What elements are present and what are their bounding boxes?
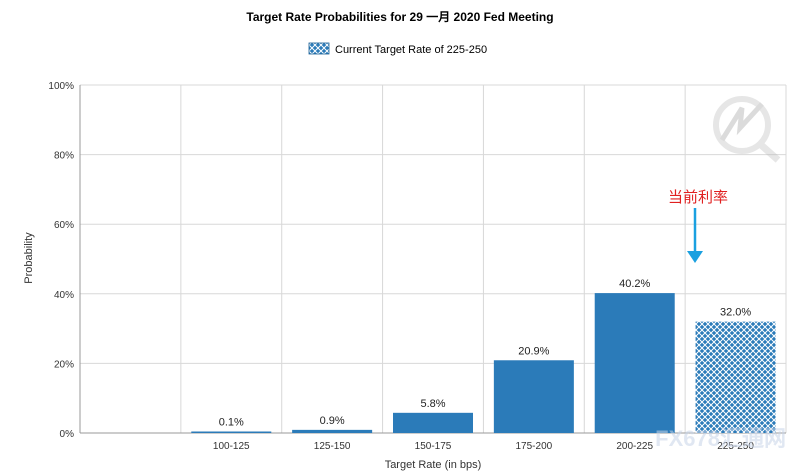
y-tick-label: 0% bbox=[60, 429, 75, 440]
x-tick-label-100-125: 100-125 bbox=[213, 441, 250, 452]
y-tick-label: 40% bbox=[54, 290, 74, 301]
data-label-200-225: 40.2% bbox=[619, 278, 650, 290]
y-ticks: 0% 20% 40% 60% 80% 100% bbox=[48, 81, 74, 440]
watermark-logo bbox=[713, 96, 781, 163]
data-labels: 0.1% 0.9% 5.8% 20.9% 40.2% 32.0% bbox=[219, 278, 752, 428]
bar-150-175 bbox=[393, 412, 473, 433]
grid bbox=[79, 84, 787, 434]
data-label-150-175: 5.8% bbox=[420, 398, 445, 410]
bar-100-125 bbox=[191, 431, 272, 433]
data-label-100-125: 0.1% bbox=[219, 417, 244, 429]
x-tick-label-125-150: 125-150 bbox=[314, 441, 351, 452]
x-tick-label-150-175: 150-175 bbox=[415, 441, 452, 452]
bar-200-225 bbox=[594, 293, 675, 433]
data-label-125-150: 0.9% bbox=[320, 415, 345, 427]
y-tick-label: 60% bbox=[54, 220, 74, 231]
x-tick-label-175-200: 175-200 bbox=[516, 441, 553, 452]
bar-225-250 bbox=[695, 321, 776, 433]
data-label-225-250: 32.0% bbox=[720, 307, 751, 319]
bar-125-150 bbox=[292, 429, 373, 433]
x-tick-label-225-250: 225-250 bbox=[717, 441, 754, 452]
bars bbox=[191, 293, 776, 433]
y-tick-label: 100% bbox=[48, 81, 74, 92]
down-arrow-icon bbox=[687, 251, 703, 263]
current-rate-annotation: 当前利率 bbox=[668, 189, 728, 263]
y-axis-title: Probability bbox=[23, 232, 35, 284]
x-axis-title: Target Rate (in bps) bbox=[385, 459, 482, 471]
x-ticks: 100-125 125-150 150-175 175-200 200-225 225-2… bbox=[213, 441, 754, 452]
data-label-175-200: 20.9% bbox=[518, 345, 549, 357]
y-tick-label: 20% bbox=[54, 359, 74, 370]
y-tick-label: 80% bbox=[54, 151, 74, 162]
chart-title: Target Rate Probabilities for 29 一月 2020… bbox=[246, 10, 553, 24]
watermark-text: FX678汇通网 bbox=[655, 426, 786, 451]
annotation-label: 当前利率 bbox=[668, 189, 728, 206]
bar-175-200 bbox=[493, 360, 574, 433]
legend-swatch bbox=[308, 42, 330, 55]
x-tick-label-200-225: 200-225 bbox=[616, 441, 653, 452]
legend-label: Current Target Rate of 225-250 bbox=[335, 44, 487, 56]
legend: Current Target Rate of 225-250 bbox=[308, 42, 487, 56]
